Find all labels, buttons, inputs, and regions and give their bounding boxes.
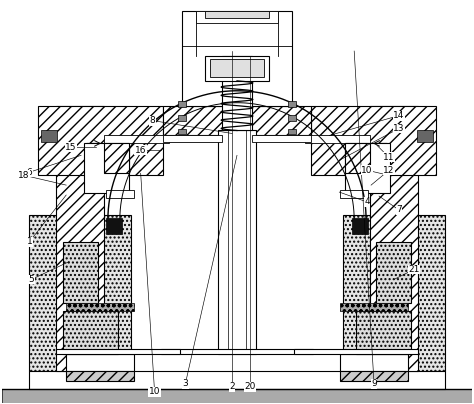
Bar — [1, 389, 473, 403]
Text: 5: 5 — [28, 275, 34, 284]
Bar — [56, 106, 104, 371]
Bar — [288, 128, 296, 135]
Bar — [163, 135, 222, 143]
Bar — [340, 190, 368, 198]
Bar — [370, 106, 418, 371]
Bar — [106, 190, 134, 198]
Bar — [63, 311, 118, 354]
Bar — [106, 218, 122, 234]
Text: 2: 2 — [229, 382, 235, 391]
Bar — [161, 349, 313, 354]
Text: 1: 1 — [27, 237, 32, 246]
Bar — [66, 371, 134, 381]
Text: 20: 20 — [244, 382, 255, 391]
Text: 12: 12 — [383, 166, 395, 175]
Bar — [340, 354, 408, 371]
Bar — [66, 354, 134, 371]
Bar — [63, 242, 98, 303]
Bar — [178, 115, 186, 120]
Text: 11: 11 — [383, 153, 395, 162]
Bar — [304, 135, 370, 143]
Bar — [29, 371, 445, 389]
Bar — [41, 130, 57, 143]
Bar — [288, 115, 296, 120]
Bar — [340, 303, 408, 311]
Bar — [311, 106, 436, 175]
Bar — [288, 101, 296, 107]
Bar — [29, 215, 131, 371]
Bar — [178, 101, 186, 107]
Text: 14: 14 — [393, 111, 405, 120]
Bar — [345, 143, 390, 193]
Bar — [417, 130, 433, 143]
Bar — [205, 11, 269, 18]
Bar — [376, 242, 411, 303]
Bar — [343, 215, 445, 371]
Bar — [104, 143, 129, 173]
Text: 8: 8 — [150, 116, 155, 125]
Bar — [38, 106, 163, 175]
Bar — [210, 59, 264, 77]
Text: 15: 15 — [65, 143, 77, 152]
Bar — [293, 349, 418, 354]
Bar — [104, 135, 170, 143]
Bar — [196, 11, 278, 23]
Bar — [205, 56, 269, 81]
Bar — [178, 128, 186, 135]
Text: 4: 4 — [365, 198, 370, 206]
Bar — [340, 371, 408, 381]
Text: 18: 18 — [18, 170, 29, 180]
Text: 13: 13 — [393, 124, 405, 133]
Bar — [252, 135, 311, 143]
Text: 10: 10 — [361, 166, 373, 175]
Bar — [84, 143, 129, 193]
Text: 9: 9 — [371, 379, 377, 388]
Bar — [218, 130, 256, 354]
Bar — [56, 349, 181, 354]
Bar — [356, 311, 411, 354]
Bar — [66, 303, 134, 311]
Bar — [163, 106, 311, 135]
Text: 3: 3 — [182, 379, 188, 388]
Text: 21: 21 — [408, 265, 419, 274]
Bar — [345, 143, 370, 173]
Bar — [182, 11, 292, 106]
Text: 10: 10 — [149, 387, 160, 396]
Bar — [352, 218, 368, 234]
Text: 16: 16 — [135, 146, 146, 155]
Text: 7: 7 — [396, 206, 402, 215]
Text: 6: 6 — [27, 168, 32, 177]
Bar — [222, 56, 252, 130]
